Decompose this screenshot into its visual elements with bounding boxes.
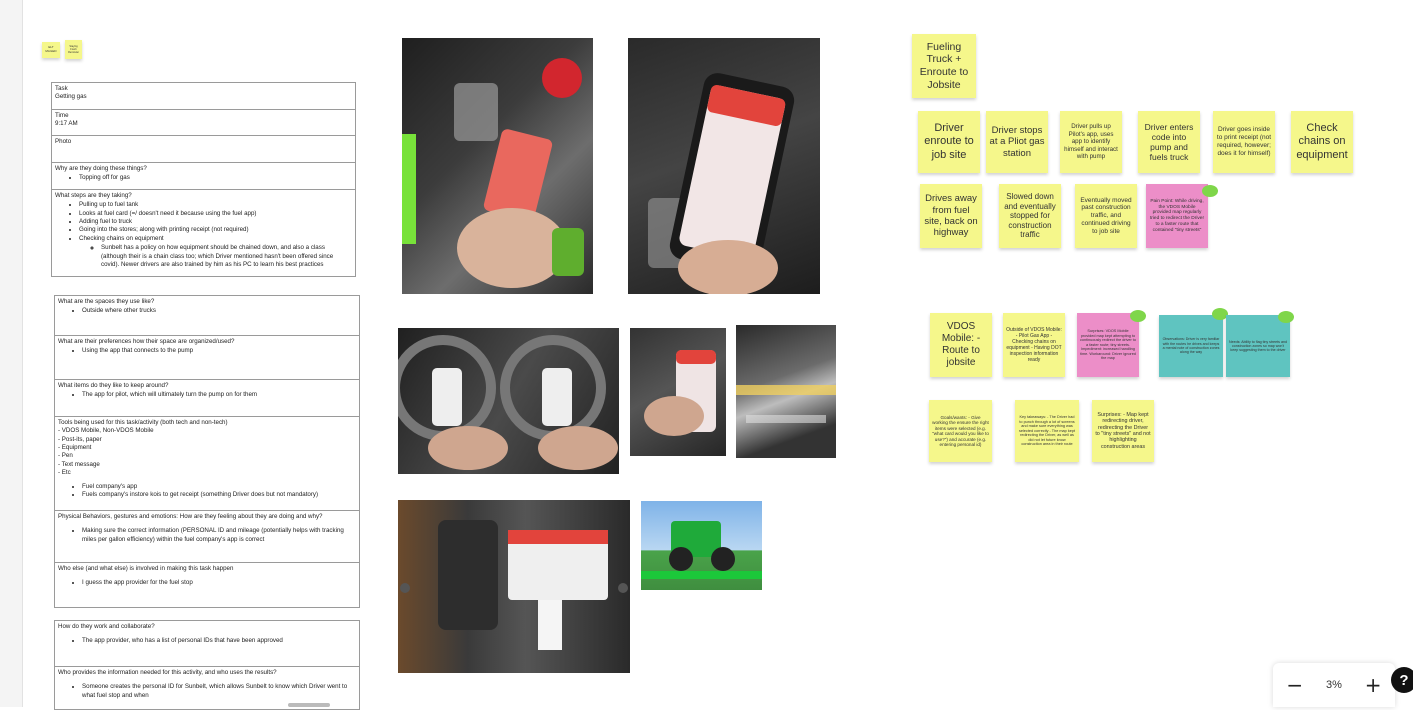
left-ruler [0, 0, 23, 707]
photo-green-equipment[interactable] [641, 501, 762, 590]
zoom-in-button[interactable]: + [1361, 673, 1386, 697]
sticky-section-title[interactable]: VDOS Mobile: - Route to jobsite [930, 313, 992, 377]
photo-blurred-pump[interactable] [736, 325, 836, 458]
time-value: 9:17 AM [55, 120, 78, 128]
time-label: Time [55, 112, 69, 119]
comment-marker-icon[interactable] [1130, 310, 1146, 322]
green-equipment-photo-art [641, 521, 762, 579]
sticky-note[interactable]: Eventually moved past construction traff… [1075, 184, 1137, 248]
sticky-note[interactable]: Drives away from fuel site, back on high… [920, 184, 982, 248]
sticky-note[interactable]: Driver stops at a Pliot gas station [986, 111, 1048, 173]
sticky-note[interactable]: Driver pulls up Pilot's app, uses app to… [1060, 111, 1122, 173]
spaces-question: What are the spaces they use like? [58, 298, 155, 305]
tools-line: - Etc [58, 469, 71, 477]
doc-scrollbar[interactable] [288, 703, 330, 707]
info-question: Who provides the information needed for … [58, 669, 277, 676]
tools-line: - Equipment [58, 444, 92, 452]
tools-question: Tools being used for this task/activity … [58, 419, 228, 426]
keep-question: What items do they like to keep around? [58, 382, 169, 389]
sticky-section-title[interactable]: Fueling Truck + Enroute to Jobsite [912, 34, 976, 98]
tools-line: - Post-its, paper [58, 435, 102, 443]
why-question: Why are they doing these things? [55, 165, 147, 172]
phone-in-truck-photo-art [398, 335, 618, 470]
photo-phone-app[interactable] [628, 38, 820, 294]
spaces-item: Outside where other trucks [82, 307, 356, 315]
steps-question: What steps are they taking? [55, 192, 132, 199]
physical-item: Making sure the correct information (PER… [82, 527, 356, 544]
tools-item: Fuels company's instore kois to get rece… [82, 491, 356, 499]
sticky-note[interactable]: Check chains on equipment [1291, 111, 1353, 173]
kiosk-receipt-photo-art [400, 520, 628, 650]
physical-question: Physical Behaviors, gestures and emotion… [58, 513, 323, 520]
sticky-note[interactable]: Slowed down and eventually stopped for c… [999, 184, 1061, 248]
sticky-note[interactable]: Key takeaways: - The Driver had to punch… [1015, 400, 1079, 462]
keep-item: The app for pilot, which will ultimately… [82, 391, 356, 399]
who-item: I guess the app provider for the fuel st… [82, 579, 356, 587]
comment-marker-icon[interactable] [1212, 308, 1228, 320]
sticky-need[interactable]: Needs: Ability to flag tiny streets and … [1226, 315, 1290, 377]
help-icon[interactable]: ? [1391, 667, 1413, 693]
who-question: Who else (and what else) is involved in … [58, 565, 234, 572]
zoom-controls: − 3% + [1273, 663, 1395, 707]
info-item: Someone creates the personal ID for Sunb… [82, 683, 356, 700]
research-doc-table-1[interactable]: Task Getting gas Time 9:17 AM Photo Why … [51, 82, 356, 277]
research-doc-table-3[interactable]: How do they work and collaborate? The ap… [54, 620, 360, 710]
phone-app-photo-art [648, 73, 795, 294]
tools-item: Fuel company's app [82, 483, 356, 491]
photo-phone-in-truck-pair[interactable] [398, 328, 619, 474]
comment-marker-icon[interactable] [1202, 185, 1218, 197]
task-label: Task [55, 85, 68, 92]
photo-kiosk-receipt[interactable] [398, 500, 630, 673]
step-item: Adding fuel to truck [79, 218, 352, 226]
step-item: Looks at fuel card (=/ doesn't need it b… [79, 210, 352, 218]
collab-item: The app provider, who has a list of pers… [82, 637, 356, 645]
step-item: Going into the stores; along with printi… [79, 226, 352, 234]
sticky-note[interactable]: Driver enters code into pump and fuels t… [1138, 111, 1200, 173]
sticky-note[interactable]: Goals/wants: - Give working the ensure t… [929, 400, 992, 462]
sticky-note[interactable]: Outside of VDOS Mobile: - Pilot Gas App … [1003, 313, 1065, 377]
zoom-level: 3% [1326, 679, 1342, 691]
research-doc-table-2[interactable]: What are the spaces they use like? Outsi… [54, 295, 360, 608]
sticky-pain-point[interactable]: Pain Point: While driving, the VDOS Mobi… [1146, 184, 1208, 248]
prefs-question: What are their preferences how their spa… [58, 338, 235, 345]
tools-line: - VDOS Mobile, Non-VDOS Mobile [58, 427, 154, 435]
tools-line: - Text message [58, 460, 100, 468]
step-item: Checking chains on equipment [79, 235, 352, 243]
sticky-note[interactable]: Driver enroute to job site [918, 111, 980, 173]
photo-fuel-card-in-hand[interactable] [402, 38, 593, 294]
sticky-surprise[interactable]: Surprises: VDOS Mobile provided map kept… [1077, 313, 1139, 377]
photo-label: Photo [55, 138, 72, 145]
photo-phone-closeup[interactable] [630, 328, 726, 456]
step-sub-item: Sunbelt has a policy on how equipment sh… [101, 244, 352, 269]
sticky-note[interactable]: Surprises: - Map kept redirecting driver… [1092, 400, 1154, 462]
task-value: Getting gas [55, 93, 87, 101]
phone-closeup-photo-art [644, 350, 716, 436]
sticky-observation[interactable]: Observations: Driver is very familiar wi… [1159, 315, 1223, 377]
why-item: Topping off for gas [79, 174, 352, 182]
mini-sticky-note[interactable]: ELT MAILED [42, 42, 60, 58]
sticky-note[interactable]: Driver goes inside to print receipt (not… [1213, 111, 1275, 173]
step-item: Pulling up to fuel tank [79, 201, 352, 209]
prefs-item: Using the app that connects to the pump [82, 347, 356, 355]
fuel-card-photo-art [402, 58, 584, 288]
comment-marker-icon[interactable] [1278, 311, 1294, 323]
mini-sticky-note[interactable]: Staying Fresh Reminder [65, 40, 82, 59]
blurred-pump-photo-art [736, 385, 836, 423]
zoom-out-button[interactable]: − [1282, 673, 1307, 697]
collab-question: How do they work and collaborate? [58, 623, 155, 630]
tools-line: - Pen [58, 452, 73, 460]
